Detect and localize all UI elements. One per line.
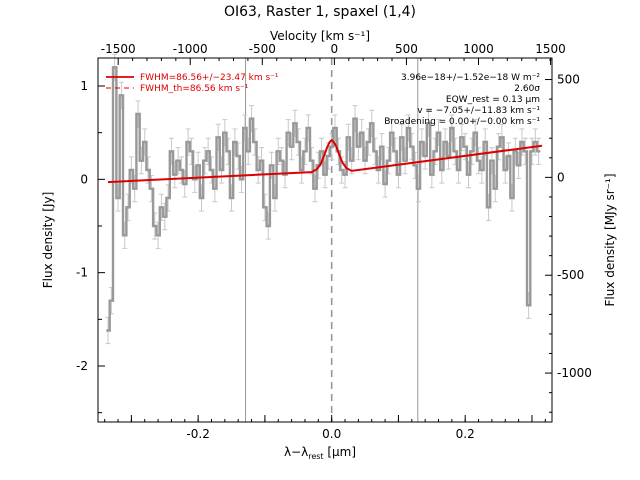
x-tick-label: -0.2: [186, 427, 209, 441]
right-tick-label: -500: [557, 268, 584, 282]
plot-frame: [97, 57, 553, 423]
legend-label-fit: FWHM=86.56+/−23.47 km s⁻¹: [140, 73, 279, 83]
top-tick-label: 500: [395, 42, 418, 56]
plot-area: [105, 53, 543, 422]
top-tick-label: -500: [249, 42, 276, 56]
annotation-velocity: v = −7.05+/−11.83 km s⁻¹: [417, 106, 540, 116]
top-tick-label: 1500: [535, 42, 566, 56]
y-axis-label: Flux density [Jy]: [41, 192, 55, 289]
right-tick-label: -1000: [557, 366, 592, 380]
annotation-flux: 3.96e−18+/−1.52e−18 W m⁻²: [401, 73, 540, 83]
x-axis-label: λ−λrest [µm]: [284, 445, 356, 461]
y-tick-label: 1: [80, 79, 88, 93]
legend-label-thermal: FWHM_th=86.56 km s⁻¹: [140, 84, 249, 94]
top-tick-label: 1000: [463, 42, 494, 56]
x-tick-label: 0.0: [322, 427, 341, 441]
spectrum-line: [106, 66, 541, 332]
annotation-broadening: Broadening = 0.00+/−0.00 km s⁻¹: [384, 117, 540, 127]
legend: FWHM=86.56+/−23.47 km s⁻¹ FWHM_th=86.56 …: [106, 73, 279, 94]
fit-line: [107, 138, 543, 184]
annotation-sigma: 2.60σ: [514, 84, 540, 94]
top-axis-label: Velocity [km s⁻¹]: [270, 29, 370, 43]
right-tick-label: 0: [557, 170, 565, 184]
top-tick-label: -1500: [101, 42, 136, 56]
annotations: 3.96e−18+/−1.52e−18 W m⁻² 2.60σ EQW_rest…: [384, 73, 540, 127]
annotation-eqw: EQW_rest = 0.13 µm: [446, 95, 540, 105]
right-axis-label: Flux density [MJy sr⁻¹]: [603, 173, 617, 306]
right-tick-label: 500: [557, 73, 580, 87]
y-tick-label: 0: [80, 172, 88, 186]
x-tick-label: 0.2: [456, 427, 475, 441]
y-tick-label: -2: [76, 359, 88, 373]
chart-title: OI63, Raster 1, spaxel (1,4): [224, 4, 416, 20]
top-tick-label: -1000: [173, 42, 208, 56]
y-tick-label: -1: [76, 266, 88, 280]
top-tick-label: 0: [331, 42, 339, 56]
